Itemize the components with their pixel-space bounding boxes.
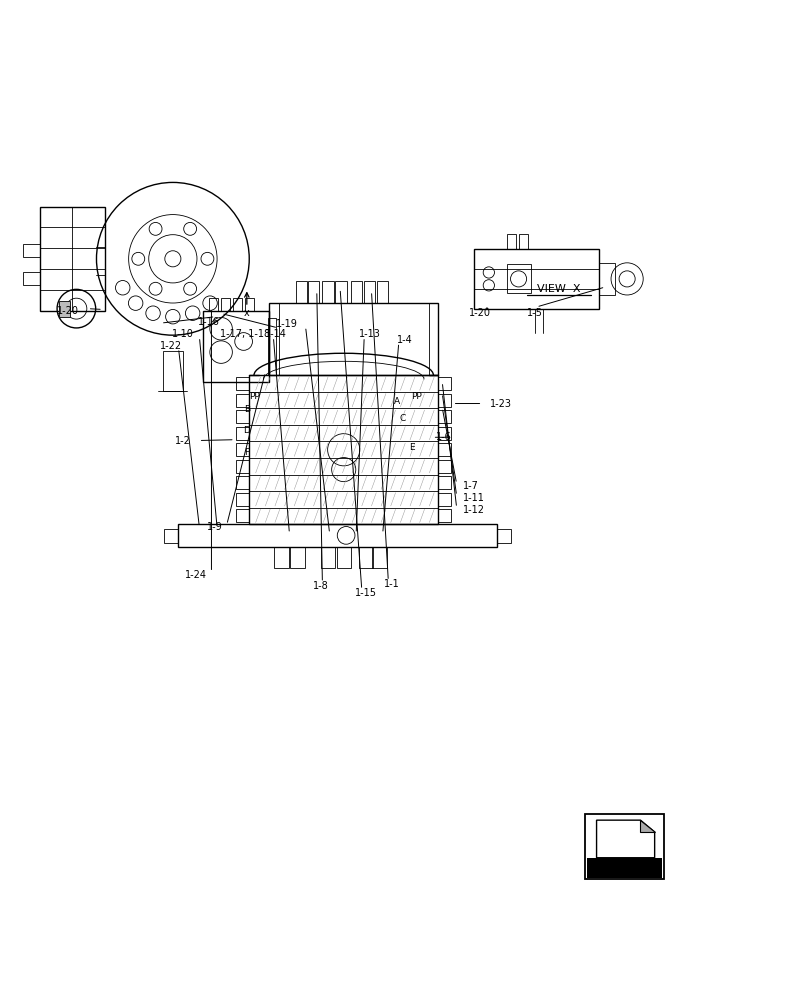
Text: B: B [243, 405, 250, 414]
Bar [236, 427, 249, 440]
Bar [236, 460, 249, 473]
Bar [372, 547, 386, 568]
Bar [236, 410, 249, 423]
Polygon shape [596, 820, 654, 858]
Bar [163, 351, 182, 391]
Text: 1-22: 1-22 [160, 341, 182, 351]
Text: 1-15: 1-15 [354, 588, 377, 598]
Bar [506, 264, 530, 293]
Bar [438, 427, 450, 440]
Bar [438, 476, 450, 489]
Text: VIEW  X: VIEW X [536, 284, 580, 294]
Text: C: C [399, 414, 406, 423]
Bar [245, 298, 254, 311]
Text: E: E [409, 443, 414, 452]
Bar [236, 509, 249, 522]
Text: 1-16: 1-16 [198, 317, 220, 327]
Text: 1-19: 1-19 [275, 319, 298, 329]
Text: 1-23: 1-23 [490, 399, 512, 409]
Bar [164, 529, 178, 543]
Bar [209, 298, 218, 311]
Bar [438, 394, 450, 407]
Bar [233, 298, 242, 311]
Text: x: x [243, 308, 250, 318]
Bar [358, 547, 373, 568]
Text: 1-6: 1-6 [435, 432, 451, 442]
Bar [40, 207, 104, 311]
Bar [59, 301, 70, 317]
Text: D: D [243, 426, 250, 435]
Text: PP: PP [410, 392, 422, 401]
Text: A: A [393, 397, 400, 406]
Bar [364, 281, 375, 303]
Bar [585, 814, 663, 879]
Bar [335, 281, 346, 303]
Bar [496, 529, 511, 543]
Bar [203, 311, 269, 382]
Text: 1-2: 1-2 [174, 436, 190, 446]
Bar [249, 375, 438, 524]
Bar [22, 272, 40, 285]
Bar [320, 547, 335, 568]
Bar [274, 547, 288, 568]
Bar [322, 281, 333, 303]
Bar [269, 303, 438, 375]
Text: 1-4: 1-4 [397, 335, 413, 345]
Bar [267, 318, 275, 375]
Bar [377, 281, 388, 303]
Text: 1-11: 1-11 [463, 493, 484, 503]
Bar [438, 410, 450, 423]
Text: 1-7: 1-7 [463, 481, 479, 491]
Text: 1-17, 1-18: 1-17, 1-18 [220, 329, 270, 339]
Bar [296, 281, 307, 303]
Text: 1-12: 1-12 [463, 505, 484, 515]
Text: 1-20: 1-20 [57, 306, 79, 316]
Bar [474, 249, 598, 309]
Bar [178, 524, 496, 547]
Text: 1-24: 1-24 [185, 570, 206, 580]
Bar [236, 394, 249, 407]
Bar [236, 493, 249, 506]
Bar [236, 476, 249, 489]
Bar [221, 298, 230, 311]
Text: 1-5: 1-5 [526, 308, 542, 318]
Bar [236, 443, 249, 456]
Text: 1-9: 1-9 [206, 522, 222, 532]
Bar [506, 234, 516, 249]
Bar [438, 443, 450, 456]
Text: 1-20: 1-20 [468, 308, 491, 318]
Text: 1-8: 1-8 [312, 581, 328, 591]
Polygon shape [640, 820, 654, 832]
Text: 1-13: 1-13 [358, 329, 381, 339]
Bar [438, 509, 450, 522]
Bar [518, 234, 528, 249]
Bar [290, 547, 304, 568]
Bar [336, 547, 351, 568]
Text: 1-10: 1-10 [172, 329, 194, 339]
Bar [598, 263, 614, 295]
Bar [586, 858, 662, 878]
Text: 1-1: 1-1 [383, 579, 399, 589]
Text: F: F [244, 448, 249, 457]
Text: PP: PP [249, 392, 260, 401]
Bar [350, 281, 361, 303]
Bar [236, 377, 249, 390]
Bar [438, 460, 450, 473]
Bar [308, 281, 319, 303]
Text: 1-14: 1-14 [264, 329, 287, 339]
Bar [438, 377, 450, 390]
Bar [22, 244, 40, 257]
Bar [438, 493, 450, 506]
